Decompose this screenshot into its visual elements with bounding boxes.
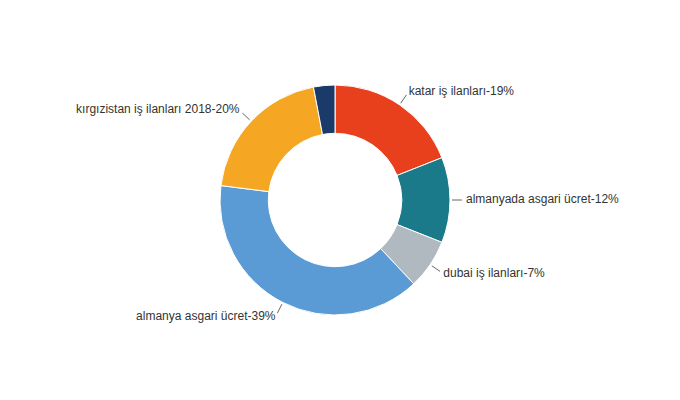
- donut-slice: [220, 186, 414, 315]
- slice-label: katar iş ilanları-19%: [409, 84, 515, 98]
- slice-label: almanyada asgari ücret-12%: [466, 192, 619, 206]
- slice-label: dubai iş ilanları-7%: [443, 266, 545, 280]
- leader-line: [242, 113, 249, 120]
- donut-slice: [313, 85, 335, 134]
- leader-line: [401, 95, 407, 103]
- slice-label: kırgızistan iş ilanları 2018-20%: [76, 102, 240, 116]
- slice-label: almanya asgari ücret-39%: [136, 309, 276, 323]
- slices: [220, 85, 450, 315]
- chart-container: katar iş ilanları-19% almanyada asgari üc…: [0, 0, 680, 400]
- chart: katar iş ilanları-19% almanyada asgari üc…: [0, 0, 680, 400]
- leader-line: [432, 266, 440, 272]
- leader-line: [277, 304, 282, 313]
- leader-line: [452, 200, 462, 201]
- donut-slice: [335, 85, 442, 175]
- labels: katar iş ilanları-19% almanyada asgari üc…: [76, 84, 619, 323]
